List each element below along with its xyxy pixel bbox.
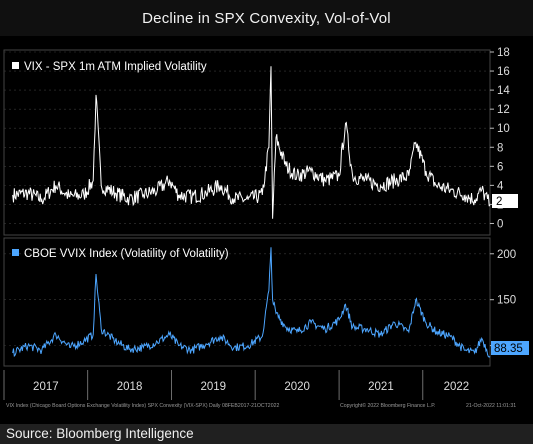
bottom-series-line — [12, 247, 491, 358]
top-legend-swatch — [12, 62, 19, 69]
y-tick-label: 8 — [497, 142, 503, 154]
y-tick-label: 6 — [497, 161, 503, 173]
bottom-panel: 100150200 CBOE VVIX Index (Volatility of… — [3, 237, 529, 367]
footnote-right: 21-Oct-2022 11:01:31 — [466, 403, 516, 409]
bottom-last-value-box — [491, 341, 529, 355]
x-tick-label: 2021 — [368, 381, 394, 393]
source-text: Source: Bloomberg Intelligence — [6, 426, 194, 441]
y-tick-label: 12 — [497, 104, 510, 116]
top-last-value-label: 2 — [496, 196, 502, 208]
x-tick-label: 2019 — [200, 381, 226, 393]
y-tick-label: 10 — [497, 123, 510, 135]
source-bar: Source: Bloomberg Intelligence — [0, 424, 533, 444]
y-tick-label: 150 — [497, 295, 516, 307]
bottom-panel-frame — [3, 237, 491, 367]
x-tick-label: 2020 — [284, 381, 310, 393]
top-grid — [4, 51, 490, 224]
top-panel: 0 2 4 6 8 10 12 14 16 18 VIX - SPX 1m ATM Implied… — [3, 47, 518, 236]
top-series-line — [12, 66, 491, 219]
chart-canvas: 0 2 4 6 8 10 12 14 16 18 VIX - SPX 1m ATM Implied… — [3, 47, 529, 409]
y-tick-label: 200 — [497, 249, 516, 261]
bottom-legend-swatch — [12, 249, 19, 256]
bottom-y-ticks: 100150200 — [490, 249, 516, 353]
bottom-grid — [4, 253, 490, 346]
top-legend-label: VIX - SPX 1m ATM Implied Volatility — [24, 61, 207, 73]
y-tick-label: 18 — [497, 47, 510, 59]
x-axis: 2017 2018 2019 2020 2021 2022 — [3, 370, 470, 400]
y-tick-label: 16 — [497, 66, 510, 78]
y-tick-label: 4 — [497, 180, 504, 192]
top-last-value-box — [492, 194, 518, 208]
chart-title: Decline in SPX Convexity, Vol-of-Vol — [142, 9, 391, 27]
top-panel-frame — [3, 49, 491, 236]
x-tick-label: 2017 — [33, 381, 59, 393]
x-tick-label: 2018 — [117, 381, 143, 393]
bottom-last-value-label: 88.35 — [494, 343, 523, 355]
footnote-left: VIX Index (Chicago Board Options Exchang… — [6, 403, 279, 409]
chart-header: Decline in SPX Convexity, Vol-of-Vol — [0, 0, 533, 36]
bottom-legend-label: CBOE VVIX Index (Volatility of Volatilit… — [24, 248, 229, 260]
y-tick-label: 14 — [497, 85, 510, 97]
footnote-mid: Copyright© 2022 Bloomberg Finance L.P. — [340, 402, 435, 409]
x-tick-label: 2022 — [444, 381, 470, 393]
y-tick-label: 0 — [497, 218, 503, 230]
